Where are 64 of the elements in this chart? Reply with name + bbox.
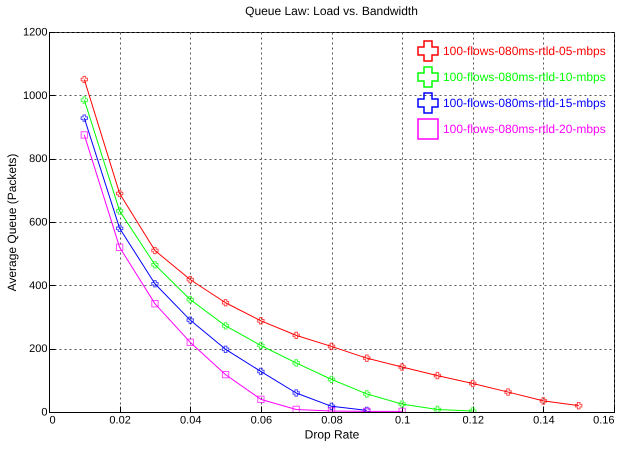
point (257, 317, 265, 324)
x-axis-title: Drop Rate (304, 428, 360, 442)
point (80, 131, 88, 139)
point (151, 280, 159, 288)
legend-label: 100-flows-080ms-rtld-10-mbps (443, 70, 606, 84)
x-tick-label: 0.1 (394, 414, 410, 426)
point (504, 388, 512, 396)
point (186, 276, 194, 284)
legend-label: 100-flows-080ms-rtld-05-mbps (443, 44, 606, 58)
point (116, 207, 124, 215)
x-tick-label: 0.14 (533, 414, 555, 426)
point (257, 396, 265, 403)
point (328, 342, 336, 350)
point (257, 342, 265, 350)
point (116, 190, 124, 198)
point (398, 400, 406, 408)
legend-label: 100-flows-080ms-rtld-20-mbps (443, 122, 606, 136)
point (257, 368, 265, 376)
point (292, 359, 300, 367)
y-tick-label: 200 (29, 343, 48, 356)
point (328, 402, 336, 410)
point (222, 322, 230, 330)
point (80, 96, 88, 104)
chart-title: Queue Law: Load vs. Bandwidth (245, 4, 418, 18)
point (186, 316, 194, 324)
point (363, 390, 370, 398)
y-tick-label: 800 (29, 153, 48, 166)
point (151, 246, 159, 254)
point (292, 332, 300, 340)
point (292, 406, 300, 412)
y-tick-label: 600 (29, 216, 48, 228)
point (363, 354, 370, 362)
x-tick-label: 0.06 (250, 414, 272, 426)
y-axis-title: Average Queue (Packets) (5, 154, 20, 292)
point (80, 76, 88, 84)
point (292, 389, 300, 397)
y-tick-label: 400 (29, 280, 48, 292)
legend-label: 100-flows-080ms-rtld-15-mbps (443, 96, 606, 110)
x-tick-label: 0.04 (180, 414, 202, 426)
point (80, 114, 88, 122)
y-tick-label: 0 (41, 406, 48, 418)
x-tick-label: 0.02 (109, 414, 131, 426)
point (575, 402, 582, 410)
point (186, 338, 194, 346)
y-tick-label: 1200 (23, 26, 48, 38)
x-tick-label: 0.08 (321, 414, 343, 426)
point (151, 261, 159, 268)
point (434, 372, 442, 380)
point (222, 299, 230, 306)
x-tick-label: 0 (50, 414, 56, 426)
point (540, 397, 548, 405)
x-tick-label: 0.16 (593, 414, 614, 426)
y-tick-label: 1000 (23, 90, 48, 102)
point (222, 370, 230, 378)
point (151, 300, 159, 308)
point (116, 244, 124, 251)
point (186, 296, 194, 304)
point (116, 224, 124, 232)
point (469, 380, 476, 388)
point (222, 346, 230, 353)
point (434, 406, 442, 412)
x-tick-label: 0.12 (462, 414, 484, 426)
point (398, 363, 406, 371)
point (328, 376, 336, 384)
